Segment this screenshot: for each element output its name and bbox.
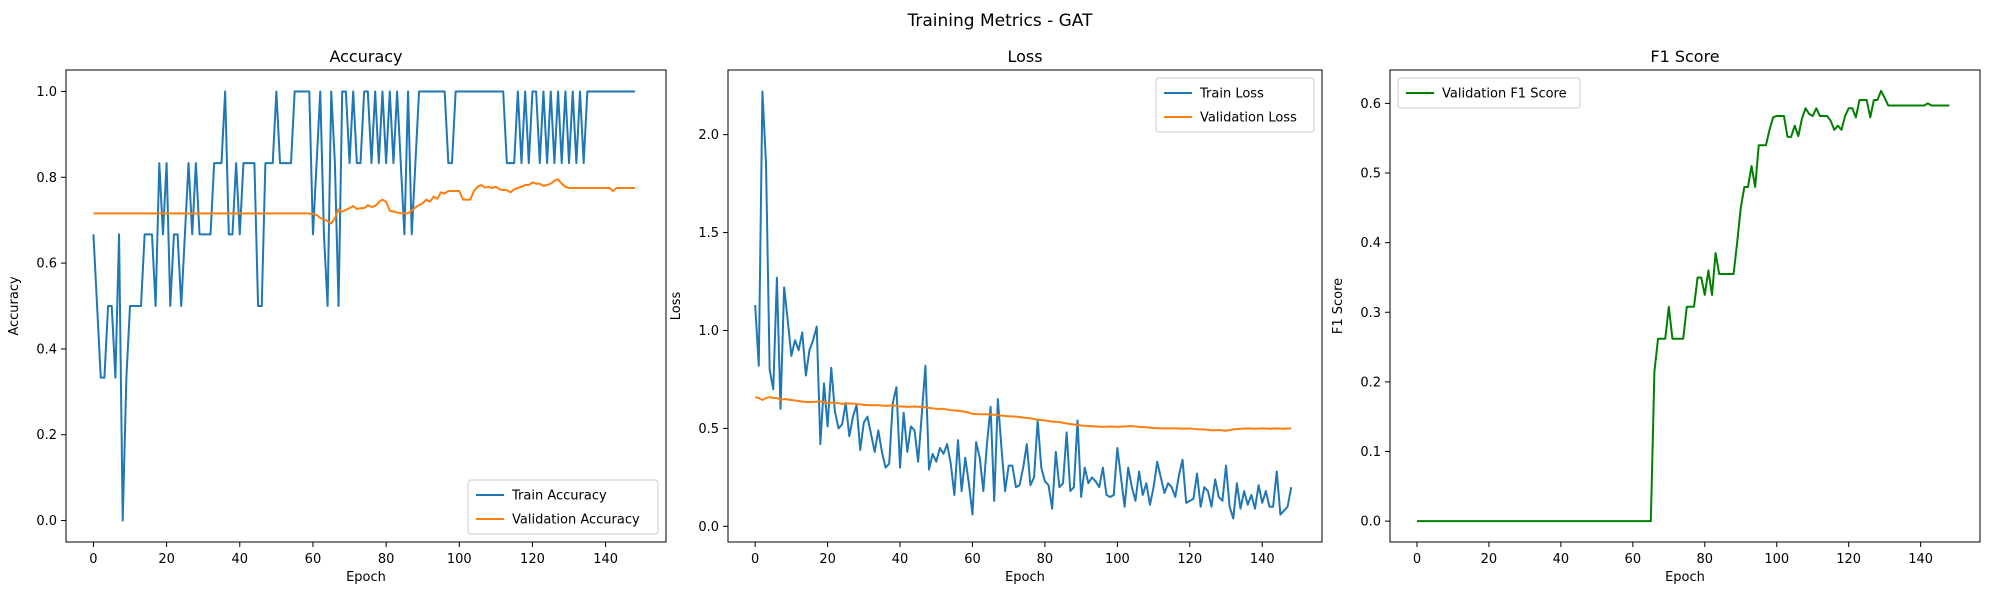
x-tick-label: 0 bbox=[751, 552, 759, 567]
x-tick-label: 60 bbox=[305, 552, 322, 567]
axes-frame bbox=[727, 69, 1323, 543]
x-tick-label: 40 bbox=[232, 552, 249, 567]
y-tick-label: 0.6 bbox=[1360, 97, 1381, 112]
y-axis-label: Accuracy bbox=[7, 276, 22, 336]
legend-box bbox=[467, 479, 659, 535]
chart-panel-3: 0 20 40 60 80 100 120 140 0.0 0.1 0.2 0.3 0.4 0.5 0.6 F… bbox=[1331, 47, 1981, 585]
axes-frame bbox=[1389, 69, 1981, 543]
y-tick-label: 0.4 bbox=[36, 342, 57, 357]
x-axis-label: Epoch bbox=[1005, 570, 1045, 585]
legend: Validation F1 Score bbox=[1397, 77, 1581, 109]
y-tick-label: 1.0 bbox=[36, 85, 57, 100]
y-tick-label: 0.0 bbox=[698, 520, 719, 535]
x-tick-label: 140 bbox=[1908, 552, 1933, 567]
x-tick-label: 20 bbox=[1481, 552, 1498, 567]
x-tick-label: 40 bbox=[892, 552, 909, 567]
x-tick-label: 60 bbox=[964, 552, 981, 567]
figure-suptitle: Training Metrics - GAT bbox=[907, 11, 1094, 31]
y-tick-label: 0.8 bbox=[36, 171, 57, 186]
y-tick-label: 0.3 bbox=[1360, 306, 1381, 321]
y-axis-label: Loss bbox=[669, 292, 684, 321]
chart-panel-2: 0 20 40 60 80 100 120 140 0.0 0.5 1.0 1.5 2.0 Loss Epo… bbox=[669, 47, 1323, 585]
y-tick-label: 0.0 bbox=[1360, 515, 1381, 530]
axes-frame bbox=[65, 69, 667, 543]
series-line-1 bbox=[754, 90, 1293, 520]
chart-title: Accuracy bbox=[329, 47, 402, 66]
y-tick-label: 1.5 bbox=[698, 226, 719, 241]
x-axis-label: Epoch bbox=[346, 570, 386, 585]
legend-box bbox=[1155, 77, 1315, 133]
x-tick-label: 80 bbox=[1697, 552, 1714, 567]
series-line-1 bbox=[1416, 89, 1950, 523]
x-tick-label: 60 bbox=[1625, 552, 1642, 567]
legend-entry: Validation Loss bbox=[1200, 111, 1297, 126]
x-tick-label: 0 bbox=[1413, 552, 1421, 567]
legend-entry: Validation Accuracy bbox=[512, 513, 640, 528]
y-tick-label: 0.4 bbox=[1360, 236, 1381, 251]
x-tick-label: 120 bbox=[520, 552, 545, 567]
x-tick-label: 0 bbox=[89, 552, 97, 567]
y-tick-label: 2.0 bbox=[698, 128, 719, 143]
x-tick-label: 80 bbox=[378, 552, 395, 567]
x-tick-label: 80 bbox=[1037, 552, 1054, 567]
series-line-1 bbox=[92, 90, 635, 522]
x-tick-label: 100 bbox=[1764, 552, 1789, 567]
y-tick-label: 0.6 bbox=[36, 257, 57, 272]
legend-entry: Validation F1 Score bbox=[1442, 87, 1567, 102]
x-tick-label: 100 bbox=[1105, 552, 1130, 567]
chart-panel-1: 0 20 40 60 80 100 120 140 0.0 0.2 0.4 0.6 0.8 1.0 Accu… bbox=[7, 47, 667, 585]
y-axis-label: F1 Score bbox=[1331, 278, 1346, 334]
y-tick-label: 0.2 bbox=[1360, 375, 1381, 390]
legend: Train Accuracy Validation Accuracy bbox=[467, 479, 659, 535]
series-line-2 bbox=[93, 178, 635, 225]
chart-title: Loss bbox=[1007, 47, 1042, 66]
chart-title: F1 Score bbox=[1650, 47, 1719, 66]
series-line-2 bbox=[754, 396, 1292, 432]
y-tick-label: 0.5 bbox=[698, 422, 719, 437]
legend-box bbox=[1397, 77, 1581, 109]
y-tick-label: 0.2 bbox=[36, 428, 57, 443]
x-tick-label: 20 bbox=[158, 552, 175, 567]
legend-entry: Train Loss bbox=[1199, 87, 1264, 102]
y-tick-label: 0.1 bbox=[1360, 445, 1381, 460]
x-tick-label: 120 bbox=[1177, 552, 1202, 567]
y-tick-label: 0.0 bbox=[36, 514, 57, 529]
legend-entry: Train Accuracy bbox=[511, 489, 607, 504]
y-tick-label: 0.5 bbox=[1360, 167, 1381, 182]
x-tick-label: 120 bbox=[1836, 552, 1861, 567]
legend: Train Loss Validation Loss bbox=[1155, 77, 1315, 133]
x-tick-label: 140 bbox=[593, 552, 618, 567]
x-axis-label: Epoch bbox=[1665, 570, 1705, 585]
x-tick-label: 20 bbox=[819, 552, 836, 567]
x-tick-label: 140 bbox=[1250, 552, 1275, 567]
x-tick-label: 40 bbox=[1553, 552, 1570, 567]
x-tick-label: 100 bbox=[447, 552, 472, 567]
y-tick-label: 1.0 bbox=[698, 324, 719, 339]
